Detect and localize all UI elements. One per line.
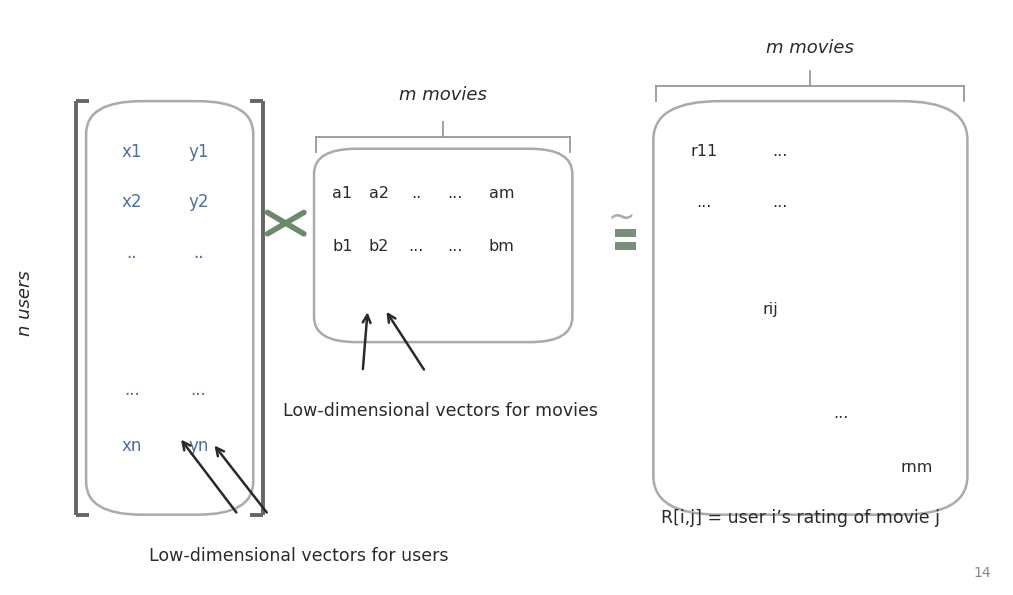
Text: ...: ... — [190, 381, 207, 399]
FancyBboxPatch shape — [615, 242, 636, 250]
Text: R[i,j] = user i’s rating of movie j: R[i,j] = user i’s rating of movie j — [660, 509, 940, 527]
Text: y2: y2 — [188, 193, 209, 211]
Text: yn: yn — [188, 437, 209, 455]
Text: Low-dimensional vectors for users: Low-dimensional vectors for users — [149, 547, 449, 565]
Text: b2: b2 — [369, 239, 389, 255]
Text: y1: y1 — [188, 143, 209, 161]
Text: ..: .. — [193, 244, 204, 262]
Text: ...: ... — [833, 406, 849, 421]
Text: x2: x2 — [122, 193, 142, 211]
Text: ...: ... — [772, 195, 788, 210]
Text: m movies: m movies — [767, 39, 854, 57]
Text: a1: a1 — [332, 186, 353, 201]
Text: r11: r11 — [691, 144, 717, 159]
Text: a2: a2 — [369, 186, 389, 201]
Text: b1: b1 — [332, 239, 353, 255]
Text: Low-dimensional vectors for movies: Low-dimensional vectors for movies — [284, 402, 598, 419]
Text: n users: n users — [16, 271, 34, 336]
Text: am: am — [488, 186, 515, 201]
Text: ...: ... — [772, 144, 788, 159]
Text: rij: rij — [762, 302, 778, 317]
Text: bm: bm — [488, 239, 515, 255]
Text: x1: x1 — [122, 143, 142, 161]
Text: ...: ... — [447, 186, 463, 201]
Text: ~: ~ — [607, 201, 635, 234]
Text: 14: 14 — [973, 566, 991, 580]
Text: xn: xn — [122, 437, 142, 455]
Text: rnm: rnm — [901, 459, 933, 475]
FancyBboxPatch shape — [615, 229, 636, 237]
Text: ...: ... — [447, 239, 463, 255]
Text: ..: .. — [411, 186, 421, 201]
Text: ...: ... — [696, 195, 712, 210]
Text: ...: ... — [124, 381, 140, 399]
Text: ..: .. — [127, 244, 137, 262]
Text: m movies: m movies — [399, 86, 486, 104]
Text: ...: ... — [408, 239, 424, 255]
